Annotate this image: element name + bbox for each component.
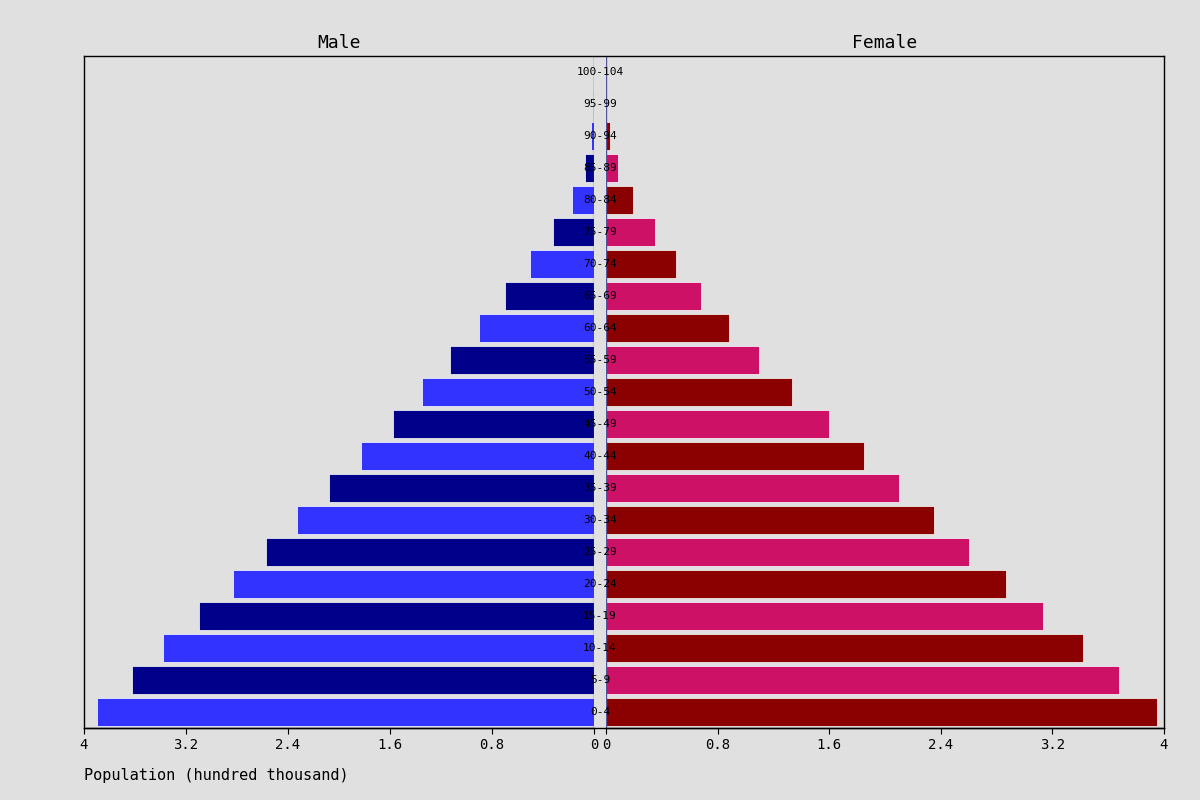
Bar (606, 314, 728, 342)
Bar (606, 122, 610, 150)
Bar (606, 378, 792, 406)
Text: 0-4: 0-4 (590, 707, 610, 717)
Text: 40-44: 40-44 (583, 451, 617, 461)
Bar (199, 602, 594, 630)
Text: 25-29: 25-29 (583, 547, 617, 557)
Bar (233, 570, 594, 598)
Bar (450, 346, 594, 374)
Bar (586, 154, 594, 182)
Text: 75-79: 75-79 (583, 227, 617, 237)
Bar (97, 698, 594, 726)
Bar (606, 538, 968, 566)
Text: 65-69: 65-69 (583, 291, 617, 301)
Bar (606, 474, 899, 502)
Bar (530, 250, 594, 278)
Text: 35-39: 35-39 (583, 483, 617, 493)
Bar (606, 154, 618, 182)
Text: 90-94: 90-94 (583, 131, 617, 141)
Text: 5-9: 5-9 (590, 675, 610, 685)
Text: 85-89: 85-89 (583, 163, 617, 173)
Bar (606, 282, 701, 310)
Bar (163, 634, 594, 662)
Title: Female: Female (852, 34, 918, 52)
Bar (479, 314, 594, 342)
Bar (553, 218, 594, 246)
Text: 10-14: 10-14 (583, 643, 617, 653)
Text: 50-54: 50-54 (583, 387, 617, 397)
Bar (361, 442, 594, 470)
Bar (606, 570, 1007, 598)
Text: 30-34: 30-34 (583, 515, 617, 525)
Bar (606, 410, 829, 438)
Bar (572, 186, 594, 214)
Bar (132, 666, 594, 694)
Text: 45-49: 45-49 (583, 419, 617, 429)
Text: 20-24: 20-24 (583, 579, 617, 589)
Bar (422, 378, 594, 406)
Text: 100-104: 100-104 (576, 67, 624, 77)
Bar (266, 538, 594, 566)
Bar (392, 410, 594, 438)
Bar (606, 90, 607, 118)
Bar (329, 474, 594, 502)
Bar (606, 250, 676, 278)
Text: 55-59: 55-59 (583, 355, 617, 365)
Bar (606, 602, 1043, 630)
Bar (296, 506, 594, 534)
Bar (606, 218, 655, 246)
Bar (590, 122, 594, 150)
Text: Population (hundred thousand): Population (hundred thousand) (84, 768, 349, 783)
Text: 70-74: 70-74 (583, 259, 617, 269)
Text: 80-84: 80-84 (583, 195, 617, 205)
Bar (606, 506, 934, 534)
Bar (606, 186, 632, 214)
Text: 15-19: 15-19 (583, 611, 617, 621)
Bar (606, 442, 864, 470)
Bar (505, 282, 594, 310)
Text: 60-64: 60-64 (583, 323, 617, 333)
Bar (606, 346, 760, 374)
Bar (606, 698, 1157, 726)
Bar (606, 634, 1084, 662)
Title: Male: Male (317, 34, 361, 52)
Text: 95-99: 95-99 (583, 99, 617, 109)
Bar (606, 666, 1120, 694)
